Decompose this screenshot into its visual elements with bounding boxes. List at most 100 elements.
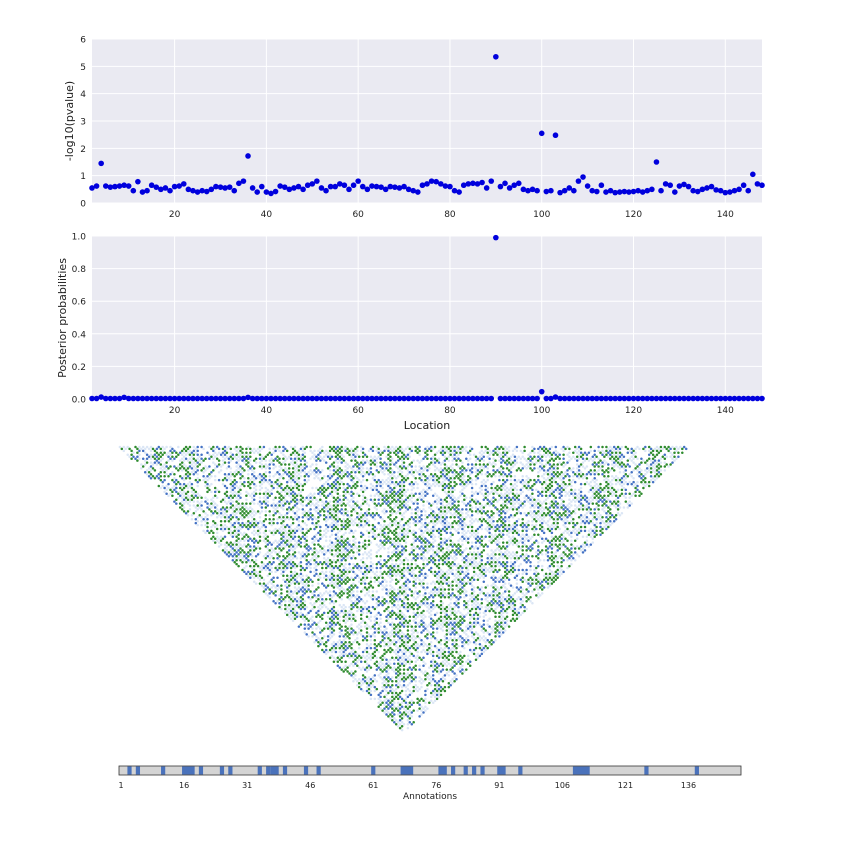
heatmap-cell-2130 bbox=[375, 613, 379, 617]
heatmap-cell-263 bbox=[322, 642, 326, 646]
pvalue-point-64 bbox=[382, 186, 389, 193]
heatmap-cell-2693 bbox=[420, 631, 423, 634]
heatmap-cell-1926 bbox=[280, 525, 283, 529]
heatmap-cell-3596 bbox=[474, 639, 478, 642]
heatmap-cell-3129 bbox=[344, 531, 347, 535]
heatmap-cell-4355 bbox=[393, 510, 396, 513]
heatmap-cell-2089 bbox=[266, 504, 270, 507]
heatmap-cell-3645 bbox=[412, 572, 415, 576]
heatmap-cell-2382 bbox=[431, 658, 435, 662]
heatmap-cell-159 bbox=[319, 642, 322, 646]
heatmap-cell-1646 bbox=[420, 681, 423, 685]
heatmap-cell-504 bbox=[190, 498, 194, 501]
heatmap-cell-2879 bbox=[260, 459, 264, 462]
heatmap-cell-434 bbox=[280, 592, 283, 595]
heatmap-cell-2652 bbox=[297, 508, 301, 511]
heatmap-cell-1899 bbox=[437, 687, 441, 691]
heatmap-cell-2046 bbox=[373, 615, 377, 619]
heatmap-cell-4004 bbox=[309, 445, 312, 449]
heatmap-cell-74 bbox=[342, 670, 345, 673]
heatmap-cell-2475 bbox=[241, 459, 244, 462]
heatmap-cell-2311 bbox=[443, 674, 447, 677]
heatmap-cell-3097 bbox=[468, 660, 472, 664]
heatmap-cell-335 bbox=[245, 560, 248, 564]
posterior-ytick-label-5: 1.0 bbox=[72, 233, 87, 243]
heatmap-cell-909 bbox=[285, 578, 289, 581]
heatmap-cell-746 bbox=[350, 650, 353, 654]
heatmap-cell-1673 bbox=[258, 516, 262, 519]
heatmap-cell-1971 bbox=[393, 639, 396, 642]
heatmap-cell-679 bbox=[157, 457, 161, 460]
pvalue-ytick-label-1: 1 bbox=[80, 172, 86, 182]
heatmap-cell-2080 bbox=[239, 476, 242, 480]
heatmap-cell-1587 bbox=[235, 496, 238, 499]
heatmap-cell-2743 bbox=[324, 531, 328, 535]
heatmap-cell-246 bbox=[280, 599, 283, 603]
heatmap-cell-35 bbox=[227, 555, 231, 558]
heatmap-cell-1194 bbox=[348, 629, 351, 632]
heatmap-cell-7 bbox=[143, 471, 147, 474]
heatmap-cell-550 bbox=[319, 627, 322, 630]
heatmap-cell-3108 bbox=[287, 474, 291, 478]
heatmap-cell-3721 bbox=[402, 558, 406, 562]
heatmap-cell-179 bbox=[373, 697, 377, 701]
heatmap-cell-4459 bbox=[490, 603, 493, 607]
heatmap-cell-4231 bbox=[398, 523, 402, 527]
heatmap-cell-3651 bbox=[426, 586, 429, 589]
heatmap-cell-3278 bbox=[375, 555, 379, 558]
heatmap-cell-1289 bbox=[356, 633, 359, 636]
heatmap-cell-1847 bbox=[322, 572, 326, 576]
heatmap-cell-2176 bbox=[278, 512, 281, 515]
heatmap-cell-2129 bbox=[367, 605, 371, 609]
heatmap-cell-3700 bbox=[350, 506, 353, 509]
heatmap-cell-3830 bbox=[334, 482, 338, 486]
heatmap-cell-655 bbox=[363, 668, 367, 671]
heatmap-cell-648 bbox=[344, 648, 347, 652]
heatmap-cell-2293 bbox=[394, 625, 398, 628]
heatmap-cell-3300 bbox=[429, 609, 433, 613]
heatmap-cell-1345 bbox=[262, 535, 266, 539]
heatmap-cell-4111 bbox=[445, 578, 449, 581]
heatmap-cell-2683 bbox=[391, 601, 394, 605]
heatmap-cell-1264 bbox=[289, 566, 293, 570]
heatmap-cell-973 bbox=[239, 527, 242, 531]
heatmap-cell-274 bbox=[354, 674, 357, 677]
heatmap-cell-4577 bbox=[461, 566, 464, 570]
heatmap-cell-4642 bbox=[463, 564, 466, 568]
heatmap-cell-2066 bbox=[431, 674, 435, 677]
pvalue-ylabel: -log10(pvalue) bbox=[63, 81, 76, 161]
heatmap-cell-1826 bbox=[260, 510, 264, 513]
heatmap-cell-4265 bbox=[498, 623, 501, 626]
heatmap-cell-670 bbox=[404, 709, 408, 712]
heatmap-cell-280 bbox=[369, 689, 373, 693]
heatmap-cell-885 bbox=[223, 516, 227, 519]
heatmap-cell-3027 bbox=[256, 447, 260, 451]
heatmap-cell-1652 bbox=[188, 445, 192, 449]
heatmap-cell-805 bbox=[250, 547, 254, 550]
heatmap-cell-3088 bbox=[443, 635, 447, 638]
heatmap-cell-1996 bbox=[229, 471, 233, 474]
heatmap-cell-1457 bbox=[342, 611, 345, 615]
heatmap-cell-779 bbox=[182, 478, 186, 482]
heatmap-cell-4331 bbox=[332, 449, 336, 453]
heatmap-cell-3443 bbox=[424, 596, 427, 599]
heatmap-cell-3316 bbox=[470, 650, 474, 654]
heatmap-cell-4299 bbox=[422, 543, 425, 546]
heatmap-cell-3402 bbox=[297, 469, 301, 472]
heatmap-cell-2167 bbox=[254, 488, 258, 492]
heatmap-cell-1514 bbox=[260, 525, 264, 529]
heatmap-cell-3951 bbox=[319, 459, 322, 462]
heatmap-cell-4283 bbox=[373, 494, 377, 498]
heatmap-cell-1133 bbox=[190, 471, 194, 474]
heatmap-cell-2811 bbox=[309, 512, 312, 515]
heatmap-cell-228 bbox=[235, 555, 238, 558]
heatmap-cell-523 bbox=[245, 553, 248, 556]
heatmap-cell-4109 bbox=[441, 574, 445, 578]
heatmap-cell-1537 bbox=[342, 607, 345, 611]
heatmap-cell-430 bbox=[270, 582, 273, 585]
heatmap-cell-3133 bbox=[359, 547, 363, 550]
heatmap-cell-2340 bbox=[297, 523, 301, 527]
heatmap-cell-2226 bbox=[431, 666, 435, 669]
heatmap-cell-426 bbox=[249, 560, 252, 564]
heatmap-cell-3736 bbox=[451, 607, 454, 611]
